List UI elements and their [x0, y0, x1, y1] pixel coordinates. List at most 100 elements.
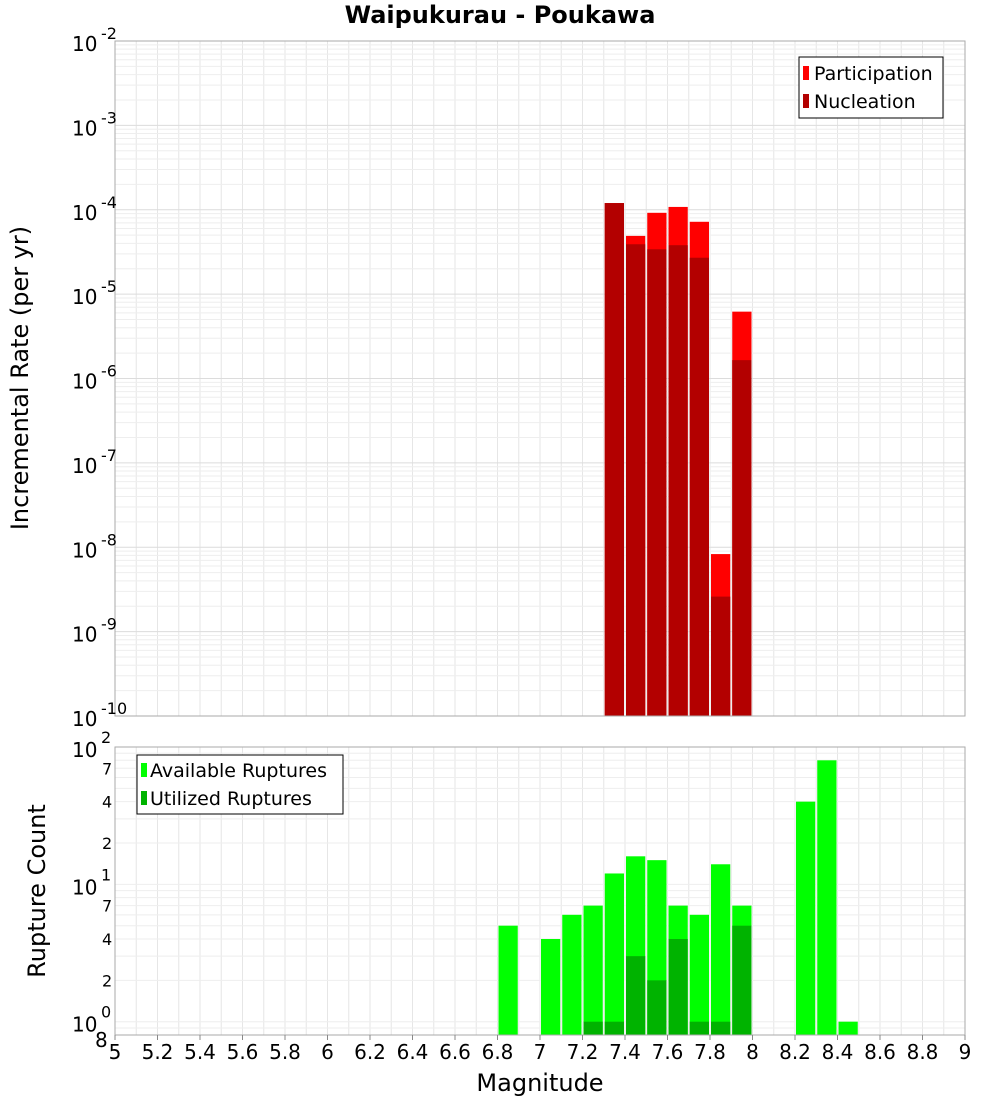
- available-ruptures-bar: [689, 914, 709, 1035]
- x-tick-label: 7.8: [694, 1040, 726, 1064]
- x-tick-label: 6.2: [354, 1040, 386, 1064]
- available-ruptures-bar: [796, 801, 816, 1035]
- top-y-tick-exp: -3: [101, 108, 117, 127]
- top-grid: [115, 41, 966, 717]
- available-ruptures-bar: [711, 864, 731, 1035]
- top-y-tick-exp: -5: [101, 277, 117, 296]
- top-y-tick-exp: -8: [101, 530, 117, 549]
- top-y-tick-base: 10: [72, 285, 97, 309]
- nucleation-bar: [626, 244, 646, 717]
- top-y-tick-base: 10: [72, 201, 97, 225]
- x-ticks: 5 5.2 5.4 5.6 5.8 6 6.2 6.4 6.6 6.8 7 7.2 7.4 7.6 7.8 8…: [109, 1035, 972, 1064]
- utilized-ruptures-bar: [583, 1021, 603, 1035]
- top-y-tick-label: 10 -3: [72, 108, 117, 140]
- bottom-y-tick-minor: 7: [102, 897, 112, 916]
- x-tick-label: 6: [321, 1040, 334, 1064]
- utilized-ruptures-bar: [604, 1021, 624, 1035]
- top-y-tick-label: 10 -6: [72, 362, 117, 394]
- available-ruptures-bar: [541, 939, 561, 1035]
- x-tick-label: 6.4: [397, 1040, 429, 1064]
- x-tick-label: 8.4: [822, 1040, 854, 1064]
- bottom-legend-box: [136, 754, 344, 815]
- nucleation-bar: [711, 596, 731, 716]
- nucleation-bar: [647, 249, 667, 716]
- x-tick-label: 7.4: [609, 1040, 641, 1064]
- legend-swatch-available: [141, 763, 147, 777]
- utilized-ruptures-bar: [732, 925, 752, 1035]
- x-tick-label: 6.8: [482, 1040, 514, 1064]
- available-ruptures-bar: [604, 873, 624, 1035]
- top-y-tick-exp: -6: [101, 362, 117, 381]
- utilized-ruptures-bar: [626, 956, 646, 1035]
- x-tick-label: 8.6: [864, 1040, 896, 1064]
- x-tick-label: 7: [534, 1040, 547, 1064]
- bottom-legend: Available Ruptures Utilized Ruptures: [136, 754, 344, 815]
- bottom-y-tick-label: 100: [72, 1003, 111, 1037]
- utilized-ruptures-bar: [668, 939, 688, 1035]
- x-tick-label: 7.6: [652, 1040, 684, 1064]
- utilized-ruptures-bar: [711, 1021, 731, 1035]
- legend-label-nucleation: Nucleation: [814, 91, 916, 113]
- bottom-y-tick-label: 8: [95, 1028, 108, 1052]
- chart-title: Waipukurau - Poukawa: [345, 1, 656, 29]
- x-tick-label: 5.6: [227, 1040, 259, 1064]
- top-bars: [604, 203, 752, 717]
- bottom-y-tick-label: 7: [102, 897, 112, 916]
- bottom-y-tick-label: 2: [102, 834, 112, 853]
- bottom-bars: [498, 760, 858, 1035]
- top-y-tick-exp: -4: [101, 193, 117, 212]
- top-legend-box: [798, 56, 944, 119]
- bottom-y-tick-label: 4: [102, 793, 112, 812]
- x-tick-label: 5.8: [269, 1040, 301, 1064]
- top-y-tick-base: 10: [72, 623, 97, 647]
- bottom-y-tick-minor: 4: [102, 793, 112, 812]
- top-y-tick-base: 10: [72, 370, 97, 394]
- x-tick-label: 6.6: [439, 1040, 471, 1064]
- bottom-y-tick-label: 4: [102, 930, 112, 949]
- utilized-ruptures-bar: [689, 1021, 709, 1035]
- bottom-y-tick-label: 2: [102, 971, 112, 990]
- top-y-tick-label: 10 -2: [72, 24, 117, 56]
- x-tick-label: 5.2: [142, 1040, 174, 1064]
- available-ruptures-bar: [838, 1021, 858, 1035]
- bottom-y-tick-minor: 7: [102, 759, 112, 778]
- top-y-tick-base: 10: [72, 538, 97, 562]
- legend-label-utilized: Utilized Ruptures: [150, 788, 312, 810]
- nucleation-bar: [732, 360, 752, 716]
- bottom-y-axis-label: Rupture Count: [23, 804, 51, 978]
- top-y-ticks: 10-210-310-410-510-610-710-810-910-10: [72, 24, 127, 731]
- x-tick-label: 8.2: [779, 1040, 811, 1064]
- utilized-ruptures-bar: [647, 980, 667, 1035]
- top-y-tick-base: 10: [72, 116, 97, 140]
- nucleation-bar: [668, 245, 688, 717]
- top-y-tick-label: 10 -10: [72, 699, 127, 731]
- bottom-y-tick-base: 10: [72, 738, 97, 762]
- top-y-tick-base: 10: [72, 454, 97, 478]
- top-y-tick-label: 10 -4: [72, 193, 117, 225]
- available-ruptures-bar: [498, 925, 518, 1035]
- top-y-tick-exp: -9: [101, 615, 117, 634]
- bottom-y-tick-label: 101: [72, 865, 111, 899]
- bottom-y-tick-label: 7: [102, 759, 112, 778]
- top-legend: Participation Nucleation: [798, 56, 944, 119]
- legend-label-participation: Participation: [814, 63, 933, 85]
- top-y-tick-label: 10 -5: [72, 277, 117, 309]
- bottom-y-tick-exp: 2: [101, 728, 111, 747]
- top-y-tick-label: 10 -8: [72, 530, 117, 562]
- x-axis-label: Magnitude: [476, 1069, 603, 1097]
- top-plot-frame: [114, 40, 966, 717]
- top-y-tick-exp: -10: [101, 699, 127, 718]
- bottom-y-tick-exp: 0: [101, 1003, 111, 1022]
- nucleation-bar: [604, 203, 624, 716]
- bottom-y-tick-minor: 2: [102, 834, 112, 853]
- legend-swatch-nucleation: [803, 94, 809, 108]
- top-y-tick-base: 10: [72, 32, 97, 56]
- bottom-y-tick-minor: 2: [102, 971, 112, 990]
- x-tick-label: 5: [109, 1040, 122, 1064]
- x-tick-label: 5.4: [184, 1040, 216, 1064]
- legend-swatch-participation: [803, 66, 809, 80]
- top-y-tick-exp: -2: [101, 24, 117, 43]
- x-tick-label: 9: [959, 1040, 972, 1064]
